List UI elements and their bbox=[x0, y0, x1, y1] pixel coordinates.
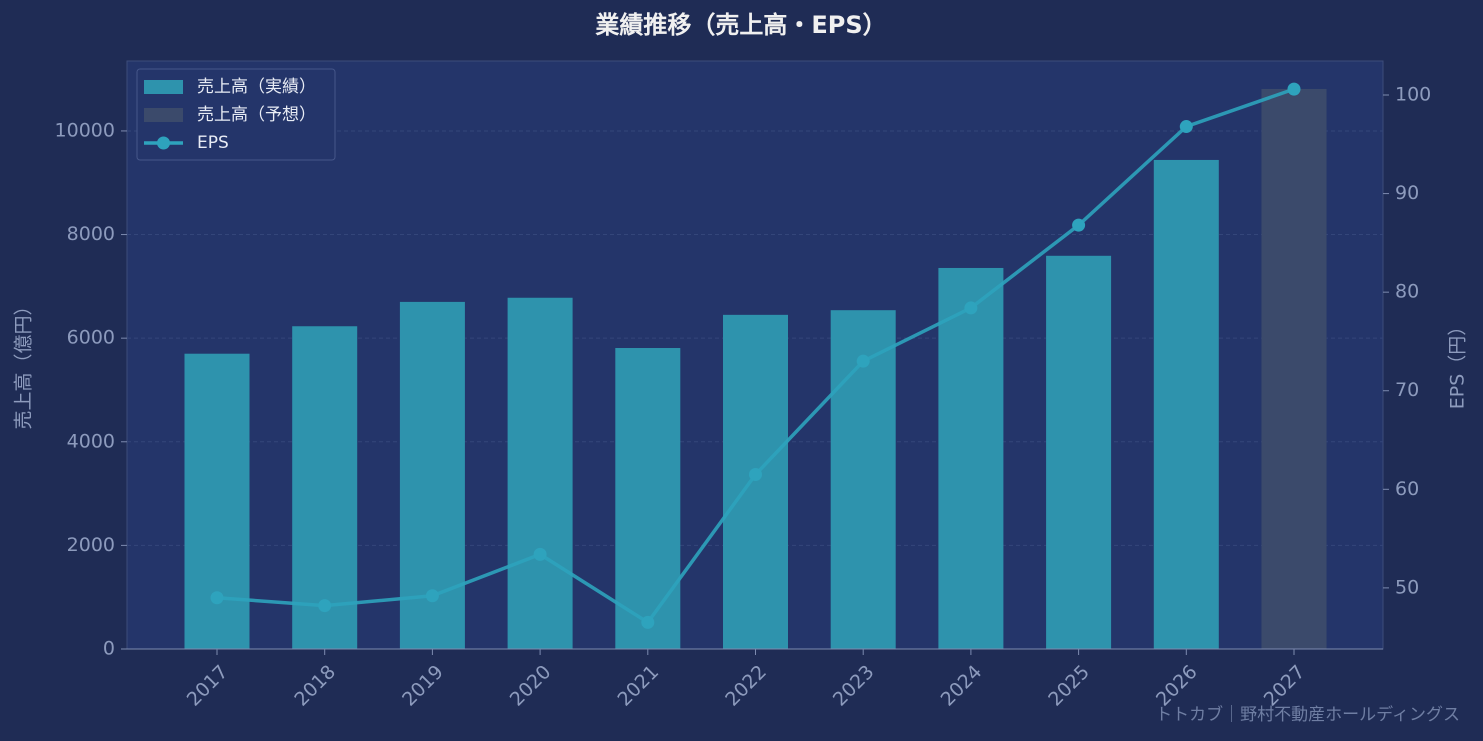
y2-tick-label: 80 bbox=[1395, 281, 1419, 303]
y2-tick-label: 70 bbox=[1395, 379, 1419, 401]
legend: 売上高（実績） 売上高（予想） EPS bbox=[136, 68, 336, 161]
watermark: トトカブ｜野村不動産ホールディングス bbox=[1155, 704, 1460, 725]
y-tick-label: 10000 bbox=[55, 119, 115, 141]
y-axis-label: 売上高（億円） bbox=[13, 296, 35, 429]
y2-tick-label: 50 bbox=[1395, 576, 1419, 598]
legend-swatch bbox=[157, 136, 170, 150]
marker bbox=[749, 468, 762, 482]
marker bbox=[533, 547, 547, 561]
marker bbox=[641, 615, 655, 629]
y-tick-label: 2000 bbox=[67, 534, 115, 556]
y-tick-label: 0 bbox=[103, 638, 115, 660]
legend-swatch bbox=[144, 108, 183, 122]
y2-tick-label: 90 bbox=[1395, 182, 1419, 204]
chart-title: 業績推移（売上高・EPS） bbox=[595, 11, 886, 39]
marker bbox=[1179, 120, 1193, 134]
y-tick-label: 4000 bbox=[67, 430, 115, 452]
marker bbox=[318, 599, 332, 613]
y-tick-label: 6000 bbox=[67, 327, 115, 349]
legend-box bbox=[136, 68, 336, 161]
y2-axis-label: EPS（円） bbox=[1447, 317, 1469, 410]
marker bbox=[964, 301, 978, 315]
bar bbox=[507, 297, 573, 649]
marker bbox=[210, 591, 224, 605]
bar bbox=[1153, 159, 1219, 650]
bar bbox=[723, 314, 788, 649]
legend-swatch bbox=[144, 80, 183, 94]
marker bbox=[425, 589, 439, 603]
marker bbox=[1072, 218, 1086, 232]
marker bbox=[856, 354, 870, 368]
y-tick-label: 8000 bbox=[67, 223, 115, 245]
bar bbox=[1046, 255, 1112, 649]
bar bbox=[615, 348, 681, 649]
bar bbox=[184, 353, 250, 649]
legend-label: 売上高（予想） bbox=[197, 105, 316, 125]
y2-tick-label: 100 bbox=[1395, 84, 1431, 106]
legend-label: EPS bbox=[197, 133, 229, 153]
legend-label: 売上高（実績） bbox=[197, 77, 316, 97]
bar bbox=[938, 267, 1004, 649]
y2-tick-label: 60 bbox=[1395, 478, 1419, 500]
marker bbox=[1287, 82, 1301, 96]
bar bbox=[1261, 88, 1327, 649]
bar bbox=[292, 326, 358, 649]
